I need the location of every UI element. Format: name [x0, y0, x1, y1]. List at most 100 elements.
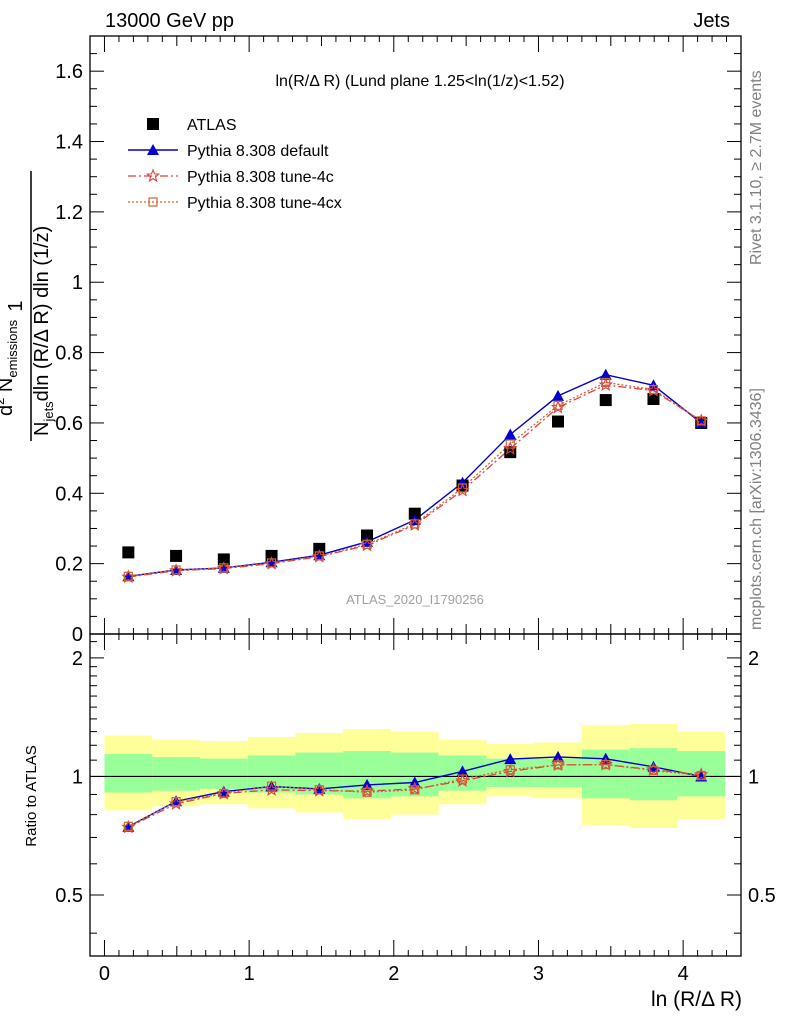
header-left: 13000 GeV pp	[105, 10, 234, 32]
upper-point-atlas	[551, 415, 564, 428]
upper-point-pythia-8.308-tune-4cx	[410, 519, 420, 529]
upper-ylabel: 1 Njetsdln (R/Δ R) dln (1/z)	[5, 171, 56, 441]
upper-point-pythia-8.308-default	[551, 389, 564, 401]
lower-ytick-label: 1	[72, 766, 83, 788]
mcplots-label: mcplots.cern.ch [arXiv:1306.3436]	[748, 388, 765, 630]
upper-point-atlas	[599, 394, 612, 407]
legend-atlas: ATLAS	[187, 117, 237, 134]
header-right: Jets	[693, 10, 730, 32]
band-green-bin	[152, 757, 200, 791]
lower-ytick-label: 0.5	[55, 885, 83, 907]
legend-markers	[128, 118, 178, 207]
legend-marker-atlas	[147, 118, 159, 130]
upper-point-atlas	[408, 507, 421, 520]
upper-ytick-label: 1.2	[55, 202, 83, 224]
xtick-label: 0	[99, 963, 110, 985]
series-line-pythia-8.308-tune-4cx	[128, 381, 702, 577]
ratio-point-pythia-8.308-default	[504, 753, 517, 765]
legend-marker-pythia-8.308-default	[147, 144, 159, 155]
legend-marker-pythia-8.308-tune-4cx	[148, 197, 158, 207]
upper-point-pythia-8.308-tune-4cx	[314, 551, 324, 561]
upper-point-pythia-8.308-default	[361, 535, 374, 547]
ratio-point-pythia-8.308-tune-4cx	[219, 788, 229, 799]
upper-point-pythia-8.308-tune-4cx	[219, 563, 229, 573]
ylabel-rest: dln (R/Δ R) dln (1/z)	[31, 226, 53, 402]
upper-point-pythia-8.308-tune-4cx	[457, 483, 468, 493]
ylabel-d: d	[0, 405, 17, 416]
upper-plot	[121, 368, 709, 584]
lower-ylabel: Ratio to ATLAS	[23, 745, 40, 846]
upper-title: ln(R/Δ R) (Lund plane 1.25<ln(1/z)<1.52)	[275, 73, 564, 90]
ratio-point-pythia-8.308-tune-4cx	[123, 821, 133, 831]
band-green-bin	[199, 758, 248, 789]
ratio-point-pythia-8.308-tune-4cx	[457, 774, 468, 784]
upper-point-pythia-8.308-tune-4cx	[601, 377, 611, 388]
lower-plot	[121, 750, 709, 834]
xtick-label: 1	[244, 963, 255, 985]
ratio-point-pythia-8.308-tune-4cx	[648, 765, 659, 776]
x-axis-label: ln (R/Δ R)	[651, 988, 742, 1011]
ratio-point-pythia-8.308-tune-4cx	[553, 760, 563, 770]
upper-point-atlas	[647, 393, 660, 406]
upper-point-pythia-8.308-tune-4cx	[362, 539, 372, 549]
rivet-label: Rivet 3.1.10, ≥ 2.7M events	[748, 70, 765, 265]
ratio-point-pythia-8.308-tune-4cx	[696, 770, 706, 781]
upper-point-pythia-8.308-default	[599, 368, 612, 380]
ylabel-one: 1	[5, 300, 27, 311]
lower-ytick-label-right: 0.5	[748, 885, 776, 907]
legend-tune4cx: Pythia 8.308 tune-4cx	[187, 195, 342, 212]
legend-tune4c: Pythia 8.308 tune-4c	[187, 169, 334, 186]
ratio-point-pythia-8.308-default	[456, 765, 469, 777]
ratio-point-pythia-8.308-tune-4cx	[601, 759, 611, 770]
lower-ytick-label: 2	[72, 648, 83, 670]
upper-ytick-label: 0	[72, 624, 83, 646]
upper-point-atlas	[361, 529, 374, 542]
series-line-pythia-8.308-default	[128, 373, 702, 577]
upper-ytick-label: 1.4	[55, 132, 83, 154]
xtick-label: 2	[388, 963, 399, 985]
series-line-pythia-8.308-tune-4c	[128, 384, 702, 578]
ylabel-numerator: d2 Nemissions	[0, 319, 20, 416]
upper-ytick-label: 0.2	[55, 554, 83, 576]
ylabel-jets-sub: jets	[41, 401, 56, 423]
upper-point-pythia-8.308-default	[504, 428, 517, 440]
upper-ytick-label: 0.4	[55, 483, 83, 505]
legend: ATLAS Pythia 8.308 default Pythia 8.308 …	[128, 117, 342, 212]
lower-frame	[89, 633, 742, 957]
legend-default: Pythia 8.308 default	[187, 143, 329, 160]
ylabel-emissions-sub: emissions	[5, 319, 20, 377]
upper-point-pythia-8.308-tune-4cx	[123, 571, 133, 581]
upper-ytick-label: 1.6	[55, 61, 83, 83]
lower-bands	[90, 723, 741, 828]
lower-ytick-label-right: 1	[748, 766, 759, 788]
ratio-point-pythia-8.308-tune-4cx	[410, 785, 420, 795]
ylabel-denominator: Njetsdln (R/Δ R) dln (1/z)	[31, 226, 56, 436]
upper-point-pythia-8.308-tune-4cx	[696, 416, 706, 426]
ratio-point-pythia-8.308-tune-4cx	[505, 765, 515, 775]
upper-ytick-label: 1	[72, 272, 83, 294]
analysis-watermark: ATLAS_2020_I1790256	[346, 592, 484, 607]
ratio-point-pythia-8.308-default	[265, 780, 278, 792]
upper-point-atlas	[217, 553, 230, 566]
upper-point-atlas	[170, 549, 183, 562]
ylabel-sup: 2	[0, 398, 7, 405]
upper-point-pythia-8.308-tune-4cx	[648, 384, 659, 395]
xtick-label: 3	[533, 963, 544, 985]
band-green-bin	[104, 754, 153, 793]
xtick-label: 4	[678, 963, 689, 985]
lower-ytick-label-right: 2	[748, 648, 759, 670]
band-green-bin	[534, 758, 582, 788]
upper-point-pythia-8.308-tune-4cx	[171, 565, 181, 575]
upper-point-pythia-8.308-tune-4cx	[266, 558, 277, 568]
upper-ytick-label: 0.6	[55, 413, 83, 435]
ratio-point-pythia-8.308-tune-4cx	[171, 797, 181, 807]
ratio-point-pythia-8.308-tune-4cx	[266, 781, 277, 791]
ylabel-n2: N	[0, 378, 17, 398]
axes: 00.20.40.60.811.21.41.60.5 0.51 12 20 1 2 3 4	[55, 35, 776, 985]
ratio-line-pythia-8.308-tune-4cx	[128, 763, 702, 827]
upper-point-atlas	[122, 546, 135, 559]
upper-point-pythia-8.308-default	[456, 476, 469, 488]
upper-ylabel-numerator: d2 Nemissions	[0, 319, 20, 416]
upper-point-pythia-8.308-tune-4cx	[553, 400, 563, 410]
